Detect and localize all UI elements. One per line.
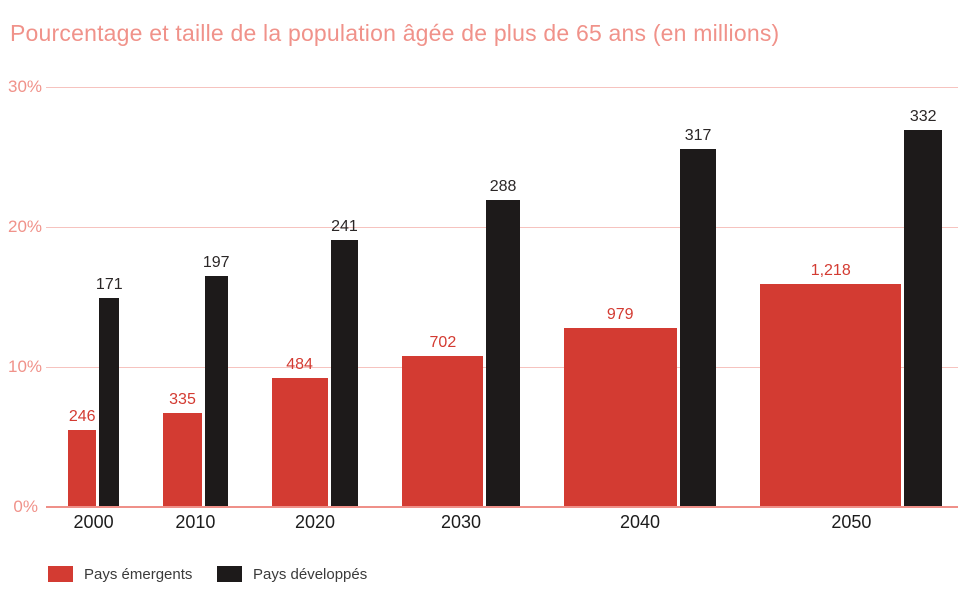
x-axis-baseline: [46, 505, 958, 508]
bar-developpes-2000: [99, 298, 120, 507]
legend-label-developpes: Pays développés: [253, 566, 368, 583]
y-tick-label-30: 30%: [8, 77, 43, 96]
value-label-developpes-2050: 332: [909, 108, 937, 126]
legend-swatch-developpes-icon: [217, 566, 242, 582]
x-tick-label-2040: 2040: [620, 512, 661, 532]
bar-emergents-2040: [563, 327, 677, 507]
legend-swatch-emergents-icon: [48, 566, 73, 582]
value-label-emergents-2040: 979: [606, 305, 634, 323]
bar-emergents-2050: [760, 284, 902, 507]
value-label-developpes-2010: 197: [202, 254, 230, 271]
bar-developpes-2030: [486, 200, 520, 507]
bar-developpes-2020: [330, 239, 359, 507]
y-tick-label-20: 20%: [8, 217, 43, 236]
chart-title: Pourcentage et taille de la population â…: [10, 20, 780, 46]
value-label-emergents-2050: 1,218: [810, 262, 851, 280]
value-label-emergents-2030: 702: [429, 333, 457, 351]
value-label-developpes-2030: 288: [489, 178, 517, 196]
x-tick-label-2050: 2050: [831, 512, 872, 532]
x-tick-label-2030: 2030: [440, 512, 482, 532]
value-label-developpes-2020: 241: [331, 217, 358, 235]
y-tick-label-0: 0%: [13, 497, 38, 516]
legend-label-emergents: Pays émergents: [84, 566, 193, 583]
bar-developpes-2040: [679, 148, 717, 507]
legend: Pays émergents Pays développés: [0, 565, 960, 585]
bar-emergents-2000: [68, 430, 97, 507]
value-label-developpes-2040: 317: [684, 126, 712, 144]
value-label-emergents-2020: 484: [286, 356, 313, 374]
y-tick-label-10: 10%: [8, 357, 43, 376]
x-tick-label-2020: 2020: [294, 512, 335, 532]
x-tick-label-2000: 2000: [73, 512, 114, 532]
bar-emergents-2010: [163, 413, 202, 507]
gridline-30: [46, 86, 958, 88]
value-label-emergents-2000: 246: [68, 408, 96, 425]
bar-emergents-2030: [402, 355, 484, 507]
bar-developpes-2010: [204, 276, 228, 507]
x-tick-label-2010: 2010: [175, 512, 216, 532]
value-label-developpes-2000: 171: [95, 276, 123, 294]
value-label-emergents-2010: 335: [169, 391, 196, 409]
bar-developpes-2050: [904, 130, 943, 507]
bar-emergents-2020: [271, 378, 328, 507]
